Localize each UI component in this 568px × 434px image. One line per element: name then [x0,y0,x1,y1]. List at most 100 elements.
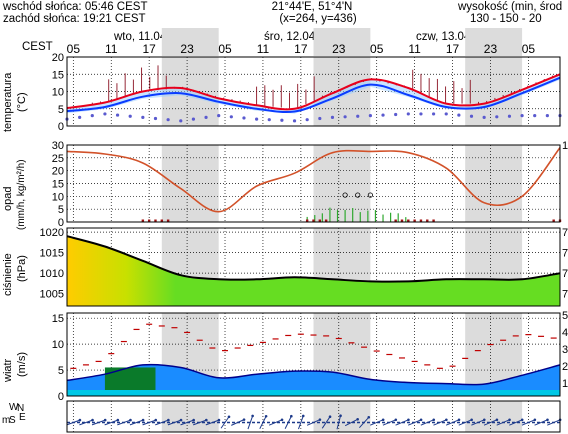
dewpoint-point [482,115,486,119]
wind-direction-arrow [336,415,342,430]
direction-n-label: N [17,403,25,414]
dewpoint-point [318,116,322,121]
hour-tick-label: 05 [522,42,536,56]
precip-tick-label: 5 [58,204,64,216]
wind-direction-arrowhead [508,418,511,422]
wind-direction-arrow [91,419,106,426]
wind-direction-arrowhead [129,418,132,422]
hour-tick-label: 11 [257,42,270,56]
dewpoint-point [444,112,448,116]
cloud-cover-line [66,147,561,213]
precip-trace [413,219,416,222]
wind-direction-arrowhead [367,415,371,419]
wind-direction-arrowhead [482,418,486,422]
wind-direction-arrowhead [445,418,448,422]
wind-direction-arrow [259,416,267,429]
dir-panel-border [66,400,561,433]
temperature-max-line [66,73,561,111]
wind-direction-arrow [155,419,169,426]
wind-right-tick: 2 [562,361,568,373]
wind-direction-arrowhead [91,418,94,422]
dewpoint-point [394,112,398,117]
wind-direction-arrow [395,419,409,426]
dewpoint-point [280,118,284,122]
wind-direction-arrowhead [141,418,145,422]
pressure-line [66,235,561,283]
dir-night-band [313,401,371,432]
wind-tick-label: 0 [58,391,64,403]
dewpoint-point [469,114,474,118]
dewpoint-point [128,114,132,118]
dewpoint-point [292,119,297,123]
wind-direction-arrow [284,415,292,430]
wind-direction-arrowhead [457,418,461,422]
dewpoint-point [204,115,208,119]
precip-tick-label: 20 [52,166,64,178]
wind-direction-arrowhead [103,418,107,422]
wind-direction-arrow [180,419,194,426]
dewpoint-point [166,118,170,122]
pressure-tick-label: 1010 [40,268,64,280]
dewpoint-point [343,115,347,119]
wind-direction-arrow [471,419,485,426]
press-panel-border [66,227,561,307]
precip-trace [312,219,315,222]
direction-m-label: m [2,415,11,426]
pressure-tick-label: 1005 [40,289,64,301]
dir-night-band [161,401,219,432]
wind-direction-arrow [496,419,510,426]
hour-tick-label: 05 [218,42,232,56]
temperature-tick-label: 20 [52,52,64,64]
dewpoint-point [179,119,183,123]
dewpoint-point [217,114,221,118]
precip-trace [166,219,170,222]
day-label-2: śro, 12.04 [264,31,316,43]
dewpoint-point [520,114,524,118]
dewpoint-point [242,116,246,120]
precip-trace [400,219,404,222]
sunrise-text: wschód słońca: 05:46 CEST [3,1,148,13]
dewpoint-point [305,118,309,122]
wind-direction-arrowhead [328,415,332,418]
coordinates-text: 21°44'E, 51°4'N [271,1,353,13]
wind-direction-arrow [142,419,156,426]
wind-direction-arrowhead [116,418,120,422]
wind-direction-arrow [129,419,144,426]
wind-panel-border [66,312,561,397]
wind-direction-arrowhead [154,418,158,422]
wind-direction-arrowhead [217,418,221,422]
dewpoint-point [255,117,259,121]
wind-direction-arrowhead [251,414,254,418]
dewpoint-point [103,112,107,116]
dewpoint-point [368,114,372,118]
wind-tick-label: 5 [58,365,64,377]
dewpoint-point [545,114,549,118]
pressure-right-tick: 7 [562,289,568,301]
pressure-tick-label: 1015 [40,248,64,260]
wind-direction-arrow [192,419,207,426]
wind-direction-arrow [433,419,447,426]
precip-trace [552,219,555,222]
temperature-tick-label: 5 [58,104,64,116]
pressure-right-tick: 7 [562,268,568,280]
dewpoint-point [495,115,499,119]
precip-trace [160,219,164,222]
pressure-right-tick: 7 [562,227,568,239]
dewpoint-point [431,112,436,116]
wind-direction-arrowhead [356,418,359,421]
wind-direction-arrowhead [167,418,170,422]
wind-direction-arrowhead [78,418,82,422]
precip-right-tick: 1 [562,140,568,152]
wind-direction-arrowhead [470,418,473,422]
dewpoint-point [141,115,145,119]
dewpoint-point [90,114,94,118]
wind-direction-arrowhead [227,415,231,419]
wind-direction-arrow [220,416,230,429]
wind-direction-arrow [359,416,370,429]
temperature-tick-label: 10 [52,87,64,99]
wind-direction-arrow [104,419,118,426]
hour-tick-label: 17 [294,42,308,56]
wind-direction-arrow [382,419,396,426]
precip-tick-label: 30 [52,140,64,152]
dewpoint-point [533,114,537,118]
